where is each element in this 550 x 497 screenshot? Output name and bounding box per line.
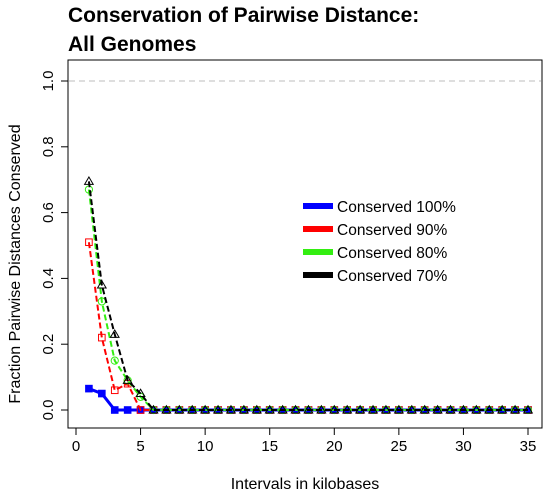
data-point: [96, 279, 108, 289]
series-line: [87, 242, 528, 411]
data-point: [277, 404, 288, 414]
x-tick-label: 30: [455, 438, 472, 455]
legend-label: Conserved 80%: [337, 245, 448, 262]
data-point: [393, 404, 405, 414]
data-point: [212, 404, 224, 414]
data-point: [406, 404, 417, 414]
data-point: [85, 384, 93, 393]
data-point: [432, 404, 443, 414]
series-2: [85, 238, 532, 414]
data-point: [290, 404, 301, 414]
legend-label: Conserved 90%: [337, 222, 448, 239]
x-axis-label: Intervals in kilobases: [231, 476, 380, 493]
y-tick-label: 0.8: [40, 136, 57, 157]
y-tick-label: 0.4: [40, 268, 57, 289]
data-point: [83, 176, 95, 185]
data-point: [123, 406, 132, 414]
data-point: [110, 386, 119, 395]
chart-title-line-2: All Genomes: [68, 33, 196, 56]
x-tick-label: 0: [72, 438, 80, 455]
data-point: [148, 404, 159, 414]
series-4: [83, 176, 534, 414]
data-point: [238, 404, 250, 414]
data-point: [419, 404, 430, 414]
y-tick-label: 0.2: [40, 334, 57, 355]
series-line: [87, 181, 528, 411]
x-tick-label: 20: [326, 438, 343, 455]
data-point: [380, 404, 392, 414]
legend-label: Conserved 100%: [337, 199, 456, 216]
x-tick-label: 10: [197, 438, 214, 455]
y-tick-label: 0.6: [40, 202, 57, 223]
x-tick-label: 25: [391, 438, 408, 455]
x-tick-label: 15: [261, 438, 278, 455]
data-point: [109, 329, 120, 338]
data-point: [509, 404, 521, 414]
y-axis-label: Fraction Pairwise Distances Conserved: [7, 124, 24, 403]
data-point: [316, 404, 327, 414]
data-point: [522, 404, 534, 414]
plot-frame: [67, 59, 543, 429]
y-axis: 0.0 0.2 0.4 0.6 0.8 1.0: [40, 71, 68, 421]
data-point: [264, 404, 275, 414]
data-point: [85, 238, 93, 247]
data-point: [110, 356, 119, 365]
data-point: [174, 404, 185, 414]
data-point: [122, 375, 133, 384]
legend: Conserved 100% Conserved 90% Conserved 80%…: [303, 199, 456, 285]
data-point: [161, 404, 172, 414]
chart-title-line-1: Conservation of Pairwise Distance:: [68, 4, 419, 27]
data-point: [199, 404, 211, 414]
y-tick-label: 1.0: [40, 71, 57, 92]
data-point: [110, 406, 119, 414]
data-point: [484, 404, 495, 414]
data-point: [135, 388, 146, 398]
data-point: [354, 404, 366, 414]
data-point: [329, 404, 340, 414]
legend-label: Conserved 70%: [337, 268, 448, 285]
x-tick-label: 5: [136, 438, 144, 455]
data-point: [98, 389, 106, 398]
series-layer: [83, 176, 534, 415]
y-tick-label: 0.0: [40, 400, 57, 421]
data-point: [136, 406, 145, 414]
x-axis: 0 5 10 15 20 25 30 35: [72, 428, 537, 455]
data-point: [303, 404, 314, 414]
data-point: [187, 404, 198, 414]
data-point: [225, 404, 237, 414]
data-point: [458, 404, 469, 414]
data-point: [471, 404, 482, 414]
data-point: [496, 404, 508, 414]
data-point: [367, 404, 379, 414]
data-point: [98, 333, 106, 342]
data-point: [445, 404, 456, 414]
data-point: [251, 404, 262, 414]
x-tick-label: 35: [520, 438, 537, 455]
series-line: [87, 189, 528, 411]
series-3: [84, 185, 533, 415]
data-point: [342, 404, 353, 414]
